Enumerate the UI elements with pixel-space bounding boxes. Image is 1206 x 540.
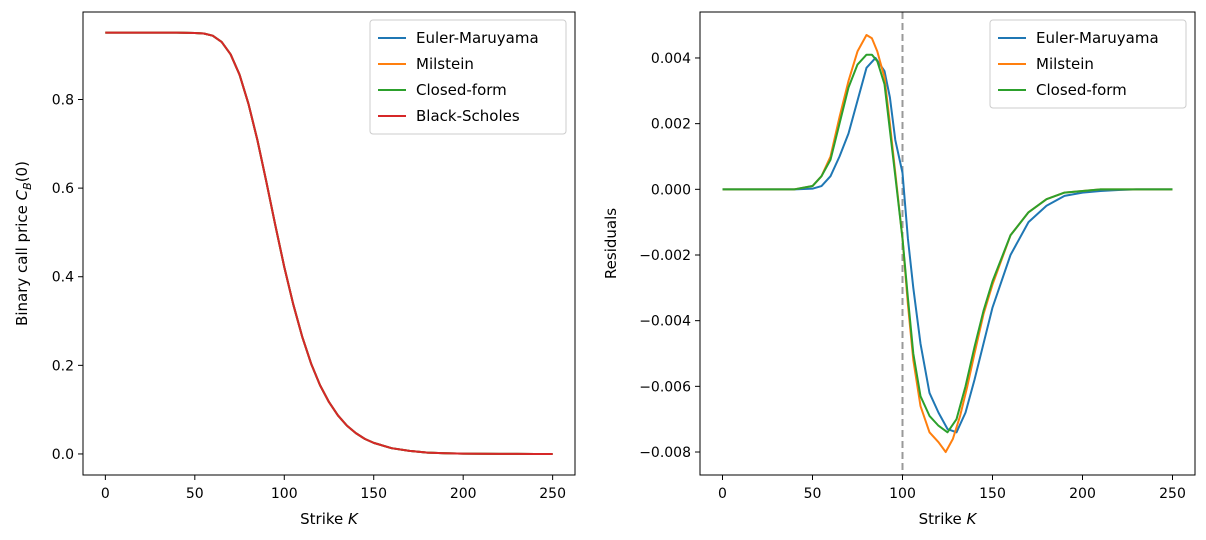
y-tick-label: 0.004 [651,51,691,67]
legend-label: Milstein [1036,55,1094,73]
axes-frame [82,11,576,476]
x-axis-label: Strike K [919,510,978,528]
y-tick-label: 0.2 [52,358,74,374]
x-axis-label: Strike K [300,510,359,528]
series-line-black-scholes [105,31,553,455]
legend-box [989,19,1187,109]
y-tick-label: −0.006 [639,379,691,395]
y-tick-label: 0.0 [52,447,74,463]
x-tick-label: 50 [804,486,822,502]
legend-box [369,19,567,135]
y-axis-label: Residuals [602,208,620,279]
x-tick-label: 250 [539,486,566,502]
x-tick-label: 50 [186,486,204,502]
legend-label: Milstein [416,55,474,73]
x-tick-label: 200 [450,486,477,502]
right-chart-residuals: 0 50 100 150 200 250 −0.008 −0.006 −0.004 −0.002 0… [602,11,1196,528]
series-line-closed-form [722,53,1173,434]
y-tick-label: 0.000 [651,182,691,198]
plot-area [105,31,553,455]
legend-label: Closed-form [416,81,507,99]
legend-label: Closed-form [1036,81,1127,99]
x-tick-label: 0 [101,486,110,502]
legend-label: Black-Scholes [416,107,520,125]
x-tick-label: 0 [718,486,727,502]
x-tick-label: 250 [1159,486,1186,502]
x-tick-label: 150 [979,486,1006,502]
x-tick-label: 100 [889,486,916,502]
y-tick-label: 0.8 [52,93,74,109]
axes-frame [699,11,1196,476]
left-chart-binary-price: 0 50 100 150 200 250 0.0 0.2 0.4 0.6 0.8 Strike K Bi… [13,11,576,528]
y-tick-label: −0.002 [639,248,691,264]
y-axis-label: Binary call price CB(0) [13,161,34,326]
y-tick-label: 0.002 [651,117,691,133]
legend: Euler-Maruyama Milstein Closed-form Black-S… [369,19,567,135]
x-tick-label: 150 [360,486,387,502]
legend: Euler-Maruyama Milstein Closed-form [989,19,1187,109]
plot-area [722,12,1173,475]
series-line-euler-maruyama [722,56,1173,434]
x-tick-label: 200 [1069,486,1096,502]
legend-label: Euler-Maruyama [416,29,539,47]
y-tick-label: 0.6 [52,181,74,197]
legend-label: Euler-Maruyama [1036,29,1159,47]
y-tick-label: −0.008 [639,445,691,461]
y-tick-label: 0.4 [52,270,74,286]
y-tick-label: −0.004 [639,314,691,330]
x-tick-label: 100 [271,486,298,502]
